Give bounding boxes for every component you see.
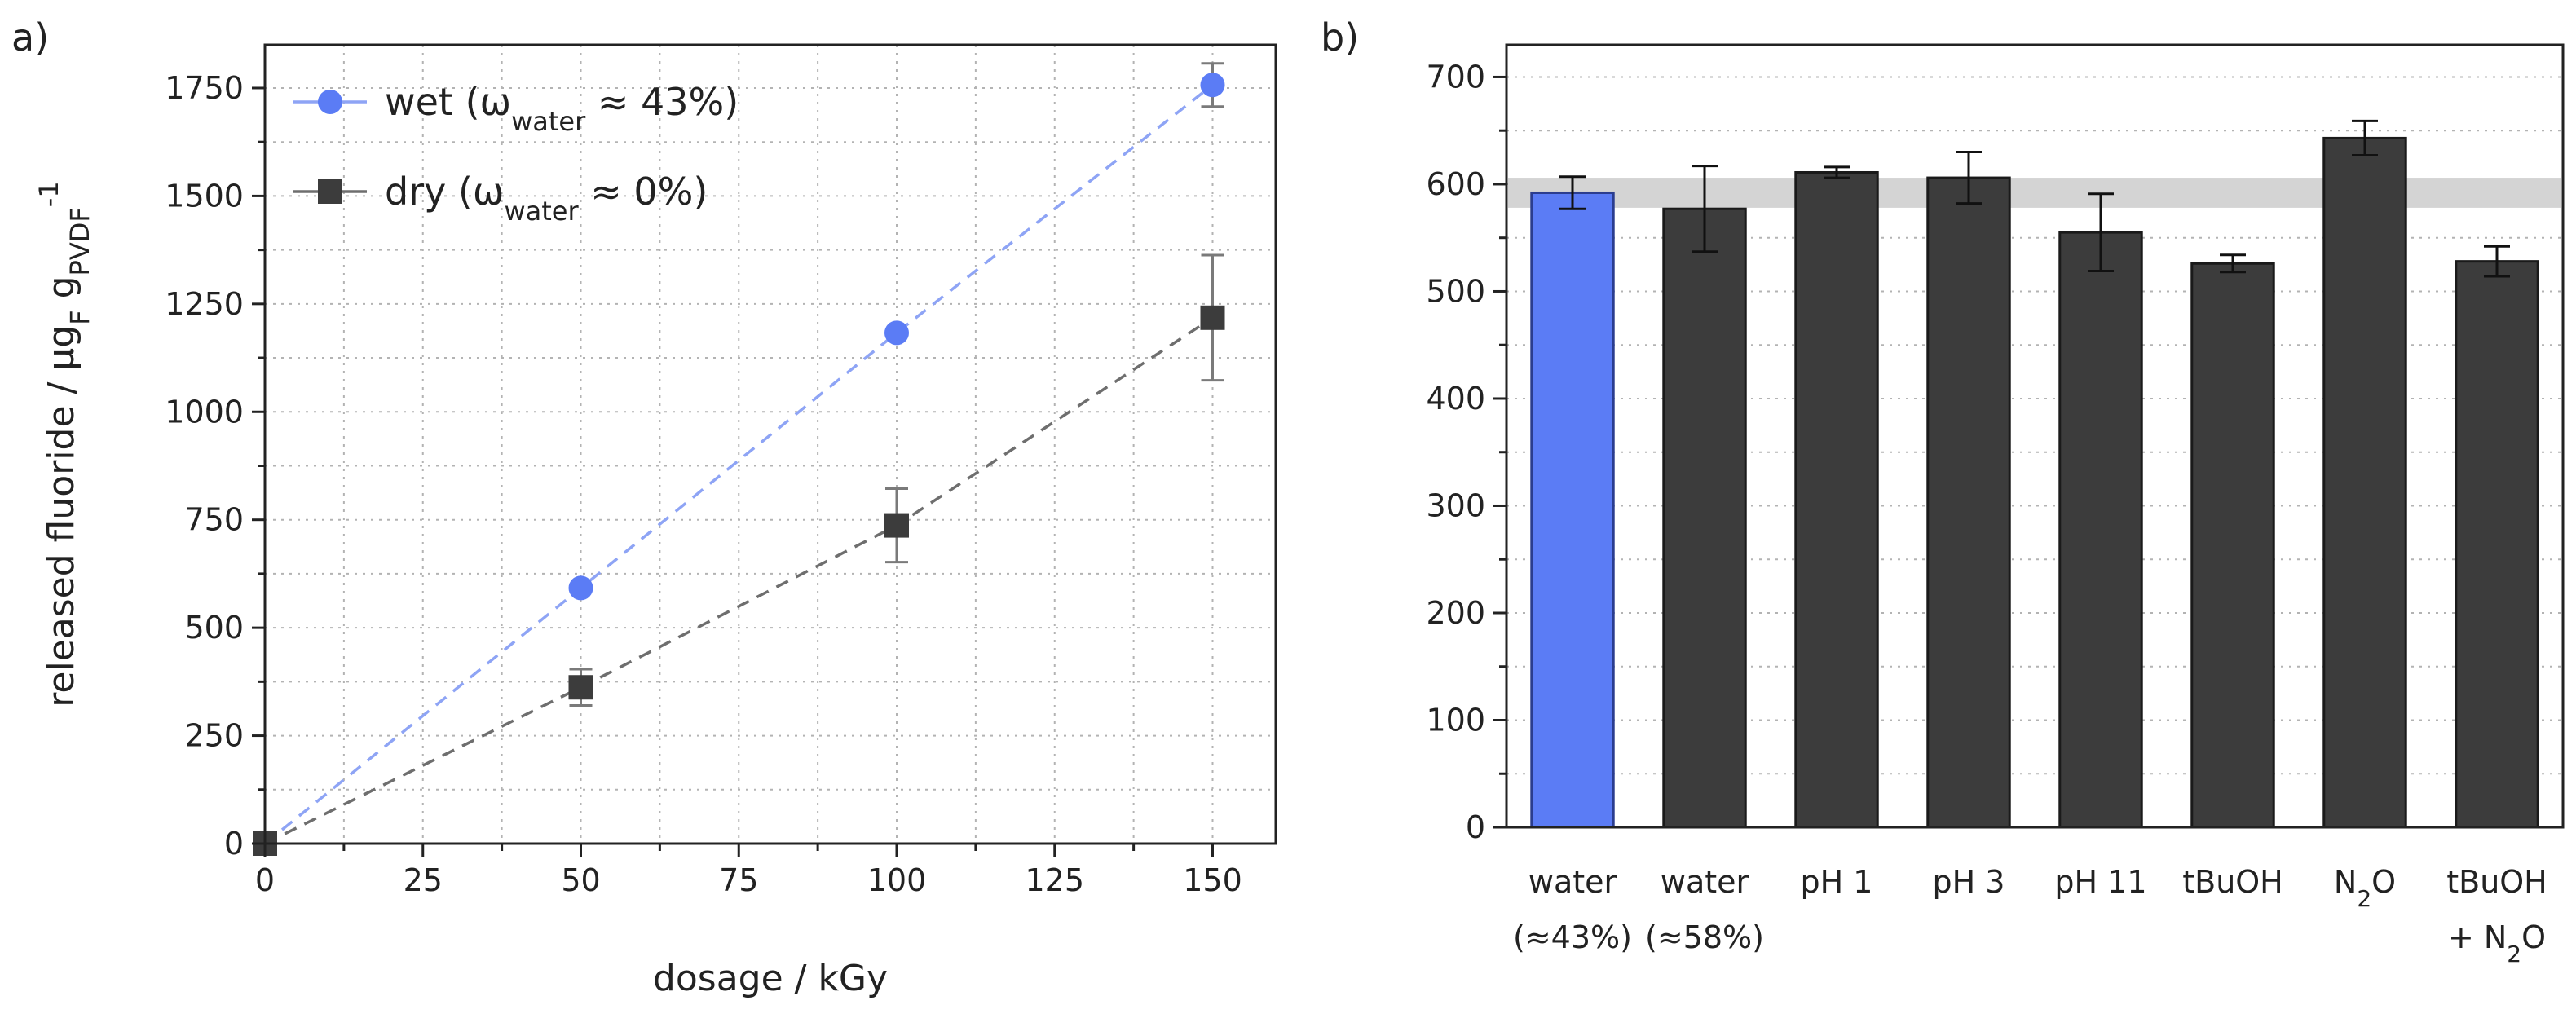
panel-b-category-label: water	[1661, 864, 1749, 900]
panel-a-y-tick-label: 750	[184, 502, 244, 538]
panel-b-category-label: pH 3	[1933, 864, 2005, 900]
panel-b-y-tick-label: 100	[1426, 702, 1485, 738]
panel-b-plot-frame	[1505, 43, 2565, 829]
panel-b-y-tick-label: 600	[1426, 166, 1485, 202]
panel-a-y-axis-title: released fluoride / µgF gPVDF-1	[33, 181, 95, 707]
panel-a-x-tick-label: 150	[1183, 862, 1242, 898]
panel-b-error-bars	[1559, 119, 2510, 278]
panel-b-y-tick-label: 400	[1426, 381, 1485, 417]
panel-a-x-tick-label: 25	[404, 862, 443, 898]
panel-a-legend-wet-marker	[318, 90, 342, 114]
panel-a-x-tick-label: 50	[561, 862, 600, 898]
panel-a-legend-dry-label: dry (ωwater ≈ 0%)	[385, 170, 708, 227]
panel-b-category-sublabel: + N2O	[2448, 919, 2546, 967]
panel-b-y-tick-label: 300	[1426, 487, 1485, 523]
panel-b-category-label: pH 1	[1801, 864, 1873, 900]
panel-b-y-tick-label: 500	[1426, 273, 1485, 309]
panel-a-y-tick-label: 250	[184, 718, 244, 754]
panel-a-fit-lines	[263, 83, 1214, 845]
panel-a-y-tick-label: 0	[224, 826, 244, 862]
panel-a-y-tick-label: 1750	[165, 70, 244, 106]
panel-b-y-tick-label: 700	[1426, 59, 1485, 95]
panel-b-bar	[1530, 191, 1615, 829]
panel-a-legend: wet (ωwater ≈ 43%) dry (ωwater ≈ 0%)	[293, 80, 739, 227]
panel-a-x-tick-label: 100	[867, 862, 927, 898]
panel-a-y-tick-label: 1500	[165, 178, 244, 214]
panel-b-category-labels: water (≈43%) water (≈58%) pH 1 pH 3 pH 11 tBuOH…	[1513, 864, 2547, 967]
panel-b-y-tick-label: 200	[1426, 595, 1485, 631]
panel-a-x-tick-label: 0	[255, 862, 275, 898]
panel-b-bar	[1662, 207, 1747, 829]
panel-a-plot-frame	[263, 43, 1277, 845]
panel-a-scatter-chart: a) 0 25 50 75 100 125 150025050075010001250150…	[11, 15, 1277, 999]
panel-a-grid	[265, 45, 1276, 844]
panel-a-legend-dry-marker	[318, 179, 342, 204]
panel-b-bar	[2322, 136, 2407, 829]
panel-a-wet-point	[884, 320, 909, 346]
panel-b-bar	[2190, 262, 2275, 829]
panel-a-label: a)	[11, 15, 49, 60]
panel-a-y-tick-label: 500	[184, 610, 244, 646]
panel-b-label: b)	[1321, 15, 1359, 60]
panel-a-wet-fit-line	[263, 83, 1214, 845]
panel-b-category-label: water	[1528, 864, 1617, 900]
panel-b-category-label: tBuOH	[2182, 864, 2283, 900]
panel-b-category-sublabel: (≈43%)	[1513, 919, 1632, 955]
panel-a-dry-fit-line	[264, 316, 1214, 845]
panel-b-bar	[1926, 176, 2011, 829]
panel-b-bar	[2455, 260, 2539, 829]
panel-a-dry-point	[884, 513, 909, 538]
panel-a-wet-point	[1200, 73, 1225, 98]
panel-a-wet-point	[568, 575, 593, 601]
panel-a-dry-point	[568, 675, 593, 700]
panel-a-ticks: 0 25 50 75 100 125 150025050075010001250150017…	[165, 70, 1242, 898]
panel-a-legend-wet-label: wet (ωwater ≈ 43%)	[385, 80, 739, 137]
panel-b-bars	[1530, 136, 2539, 829]
panel-b-bar	[2058, 231, 2143, 829]
panel-a-dry-point	[1200, 305, 1225, 330]
panel-b-category-label: pH 11	[2054, 864, 2146, 900]
panel-a-x-axis-title: dosage / kGy	[653, 958, 888, 999]
panel-b-category-label: N2O	[2334, 864, 2396, 912]
panel-a-y-tick-label: 1000	[165, 394, 244, 430]
panel-b-bar	[1794, 170, 1879, 829]
panel-b-ticks: 0 100 200 300 400 500 600 700	[1426, 59, 1506, 845]
panel-a-x-tick-label: 125	[1025, 862, 1084, 898]
panel-a-x-tick-label: 75	[719, 862, 758, 898]
panel-b-y-tick-label: 0	[1466, 809, 1485, 845]
panel-b-category-sublabel: (≈58%)	[1645, 919, 1764, 955]
panel-b-category-label: tBuOH	[2446, 864, 2547, 900]
panel-a-y-tick-label: 1250	[165, 286, 244, 322]
